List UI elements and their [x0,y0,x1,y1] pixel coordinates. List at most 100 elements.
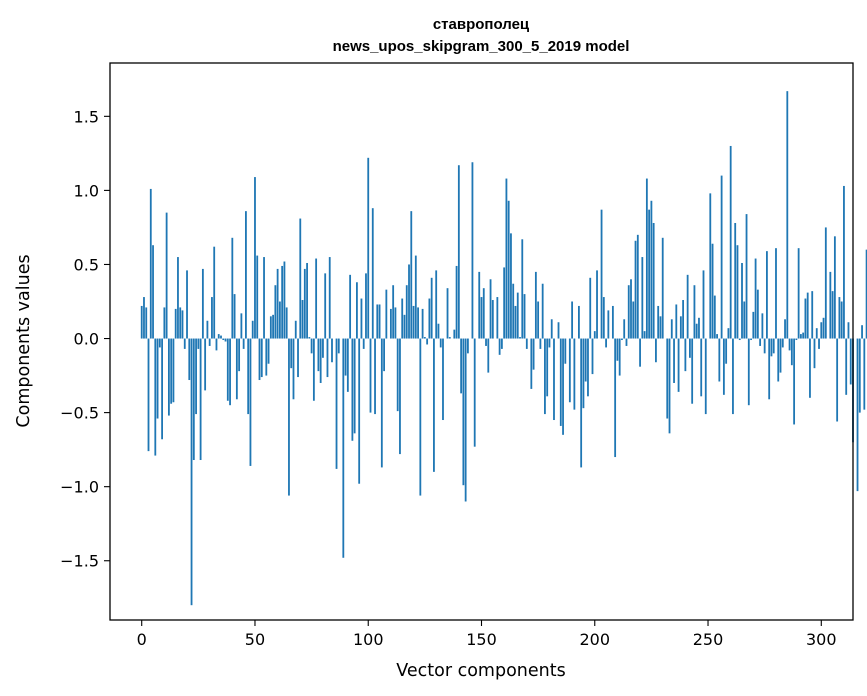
bar [199,338,202,461]
bar [605,338,607,348]
y-tick-label: −0.5 [60,404,99,423]
bar [824,227,827,339]
bar [722,338,725,395]
bar [331,338,333,363]
bar [636,234,639,339]
bar [392,285,395,339]
bar [403,314,406,339]
x-tick-label: 150 [466,630,497,649]
bar-series [140,91,867,606]
bar [732,338,734,415]
bar [220,335,222,339]
bar [593,331,596,339]
bar [306,262,308,339]
bar [240,313,243,339]
bar [695,323,698,339]
bar [716,334,718,339]
bar [471,162,474,339]
bar [840,301,843,339]
bar [602,297,605,339]
bar [537,301,540,339]
bar [541,283,544,339]
bar [238,338,241,372]
bar [652,222,655,339]
bar [589,277,592,339]
bar [410,211,413,339]
bar [396,338,399,412]
bar [582,338,585,409]
bar [229,338,231,406]
bar [324,273,327,339]
bar [265,338,268,376]
bar [385,289,388,339]
bar [455,265,458,339]
bar [442,338,444,421]
bar [505,178,508,339]
bar [446,288,449,339]
bar [790,338,793,366]
bar [482,288,485,339]
bar [423,337,426,339]
bar [709,193,712,339]
bar [222,338,225,341]
bar [378,304,381,339]
bar [417,307,419,339]
bar [498,338,501,355]
bar [510,233,512,339]
bar [292,338,295,400]
bar [414,255,417,339]
bar [179,307,182,339]
bar [600,209,603,339]
bar [181,310,184,339]
bar [421,308,424,339]
bar [281,265,284,339]
bar [770,338,773,357]
bar [170,338,173,404]
bar [439,338,442,348]
bar [467,338,469,354]
y-tick-label: −1.5 [60,552,99,571]
bar [611,305,614,339]
bar [457,165,460,339]
bar [312,338,315,401]
bar [616,338,619,361]
bar [729,145,732,339]
bar [691,338,694,404]
bar [591,338,594,375]
bar [464,338,467,502]
y-axis-label: Components values [14,254,34,427]
bar [833,236,836,339]
bar [818,338,820,349]
bar [453,329,456,339]
bar [335,338,338,469]
bar [260,338,263,378]
plot-frame [109,62,854,621]
bar [702,270,705,339]
bar [478,271,481,339]
bar [247,338,250,415]
bar [766,251,768,339]
y-tick-label: −1.0 [60,478,99,497]
bar [365,273,367,339]
bar [297,338,299,378]
bar [858,338,861,413]
bar [684,338,687,372]
x-axis-label: Vector components [396,661,565,681]
bar [784,319,786,339]
bar [319,338,322,383]
bar [369,338,372,413]
bar [793,338,796,425]
bar [548,338,551,348]
bar [145,307,148,339]
bar [326,338,329,378]
bar [516,292,519,339]
bar [587,338,589,397]
bar [811,291,814,339]
bar [430,277,433,339]
bar [829,271,832,339]
bar [838,297,841,339]
bar [374,338,376,415]
bar [310,338,313,354]
bar [580,338,583,468]
